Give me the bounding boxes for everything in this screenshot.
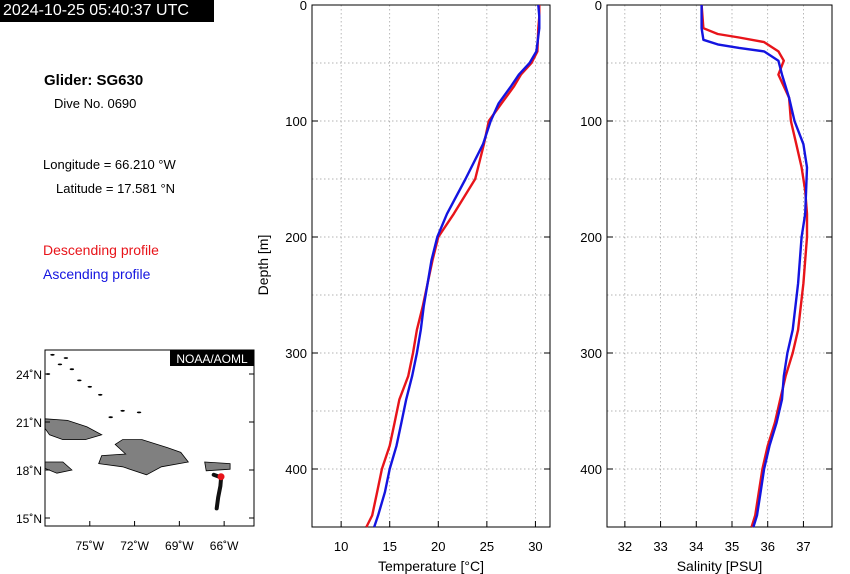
temp-y-tick-label: 400 — [285, 462, 307, 477]
sal-x-axis-label: Salinity [PSU] — [677, 558, 763, 574]
longitude-readout: Longitude = 66.210 °W — [43, 157, 176, 172]
temp-ascending-line — [373, 4, 541, 528]
latitude-readout: Latitude = 17.581 °N — [56, 181, 176, 196]
temp-x-tick-label: 30 — [528, 539, 542, 554]
sal-x-tick-label: 32 — [618, 539, 632, 554]
temp-y-axis-label: Depth [m] — [255, 235, 271, 296]
temp-x-tick-label: 25 — [480, 539, 494, 554]
temp-y-tick-label: 0 — [300, 0, 307, 13]
temp-y-tick-label: 200 — [285, 230, 307, 245]
glider-title: Glider: SG630 — [44, 72, 144, 89]
sal-ascending-line — [700, 5, 809, 528]
sal-descending-line — [700, 4, 809, 528]
sal-x-tick-label: 36 — [760, 539, 774, 554]
sal-plot-frame — [606, 4, 833, 528]
sal-x-tick-label: 33 — [653, 539, 667, 554]
temp-y-tick-label: 300 — [285, 346, 307, 361]
temp-x-axis-label: Temperature [°C] — [378, 558, 484, 574]
sal-y-tick-label: 200 — [580, 230, 602, 245]
sal-x-tick-label: 37 — [796, 539, 810, 554]
sal-x-tick-label: 35 — [725, 539, 739, 554]
sal-y-tick-label: 100 — [580, 114, 602, 129]
legend-ascending: Ascending profile — [43, 266, 151, 282]
temp-y-tick-label: 100 — [285, 114, 307, 129]
temp-x-tick-label: 15 — [382, 539, 396, 554]
sal-x-tick-label: 34 — [689, 539, 703, 554]
sal-y-tick-label: 400 — [580, 462, 602, 477]
temp-x-tick-label: 10 — [334, 539, 348, 554]
sal-y-tick-label: 300 — [580, 346, 602, 361]
temp-plot-frame — [311, 4, 551, 528]
dive-number: Dive No. 0690 — [54, 96, 137, 111]
temp-x-tick-label: 20 — [431, 539, 445, 554]
sal-y-tick-label: 0 — [595, 0, 602, 13]
timestamp: 2024-10-25 05:40:37 UTC — [0, 0, 214, 22]
legend-descending: Descending profile — [43, 242, 159, 258]
